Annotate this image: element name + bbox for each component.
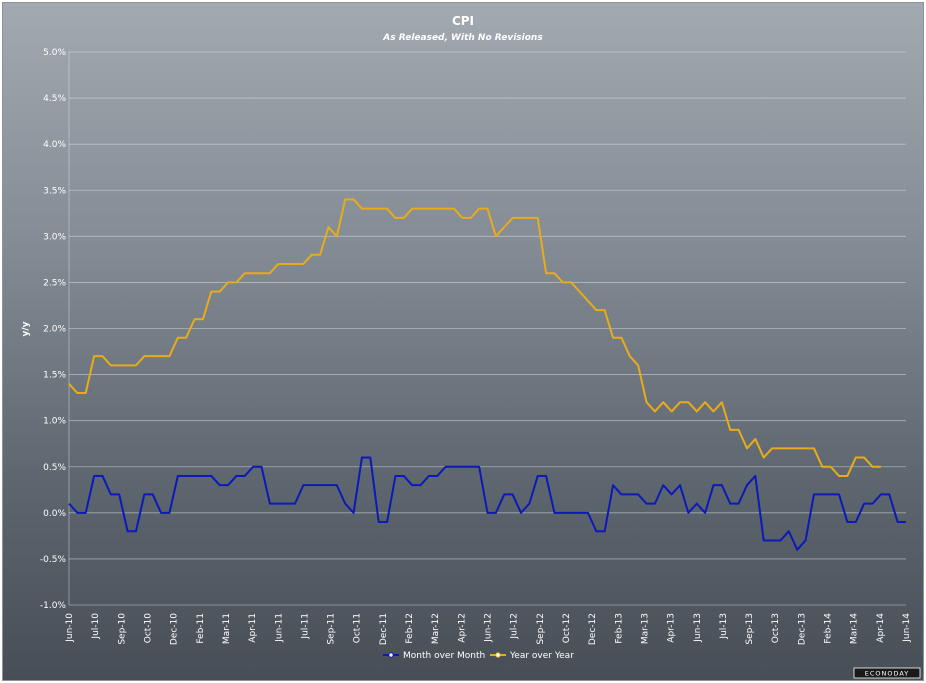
y-tick-label: 0.5% [43, 463, 66, 473]
y-tick-label: 2.0% [43, 325, 66, 335]
legend-label-yoy: Year over Year [509, 651, 574, 661]
x-tick-label: Jun-12 [484, 613, 494, 643]
x-tick-label: Jul-12 [510, 613, 520, 640]
data-series [68, 198, 906, 551]
y-tick-label: 4.0% [43, 140, 66, 150]
logo-text: ECONODAY [865, 670, 910, 678]
y-tick-label: 3.5% [43, 186, 66, 196]
x-tick-label: Sep-10 [117, 613, 127, 645]
y-tick-label: 4.5% [43, 94, 66, 104]
legend-label-mom: Month over Month [403, 651, 485, 661]
x-tick-labels: Jun-10 Jul-10 Sep-10 Oct-10 Dec-10 Feb-11 Mar-… [65, 613, 912, 645]
x-tick-label: Apr-11 [248, 613, 258, 643]
x-tick-label: Feb-13 [614, 613, 624, 644]
x-tick-label: Oct-10 [143, 613, 153, 644]
legend-item-yoy: Year over Year [490, 651, 574, 661]
x-tick-label: Jun-13 [693, 613, 703, 643]
y-axis-label: y/y [21, 321, 31, 336]
x-tick-label: Mar-14 [850, 613, 860, 644]
x-tick-label: Mar-13 [640, 613, 650, 644]
econoday-logo: ECONODAY [853, 667, 921, 679]
x-tick-label: Apr-13 [667, 613, 677, 643]
y-tick-labels: -1.0% -0.5% 0.0% 0.5% 1.0% 1.5% 2.0% 2.5% 3.0% 3.… [40, 48, 67, 611]
y-tick-label: 3.0% [43, 232, 66, 242]
x-tick-label: Feb-14 [824, 613, 834, 644]
chart-title: CPI [452, 14, 474, 28]
x-tick-label: Jul-10 [91, 613, 101, 640]
legend-item-mom: Month over Month [383, 651, 485, 661]
y-tick-label: 0.0% [43, 509, 66, 519]
legend-marker-yoy [495, 652, 501, 658]
x-tick-label: Jul-13 [719, 613, 729, 640]
x-tick-label: Jul-11 [300, 613, 310, 640]
series-line-month-over-month [68, 456, 906, 551]
x-tick-label: Sep-12 [536, 613, 546, 645]
y-tick-label: 1.0% [43, 417, 66, 427]
x-tick-label: Feb-12 [405, 613, 415, 644]
x-tick-label: Jun-10 [65, 613, 75, 643]
x-tick-label: Jun-14 [902, 613, 912, 643]
grid-lines [68, 51, 906, 606]
x-tick-label: Apr-12 [457, 613, 467, 643]
x-tick-label: Oct-13 [771, 613, 781, 643]
x-tick-label: Apr-14 [876, 613, 886, 643]
x-tick-label: Dec-10 [170, 613, 180, 645]
x-tick-label: Dec-11 [379, 613, 389, 645]
x-tick-label: Mar-12 [431, 613, 441, 644]
x-tick-label: Sep-11 [327, 613, 337, 645]
x-tick-label: Sep-13 [745, 613, 755, 645]
y-tick-label: -1.0% [40, 601, 67, 611]
legend: Month over Month Year over Year [383, 651, 574, 661]
x-tick-label: Dec-13 [797, 613, 807, 645]
x-tick-label: Oct-12 [562, 613, 572, 643]
series-line-year-over-year [68, 198, 881, 477]
x-tick-label: Dec-12 [588, 613, 598, 645]
cpi-chart: CPI As Released, With No Revisions y/y -… [21, 14, 921, 679]
x-tick-label: Feb-11 [196, 613, 206, 644]
legend-marker-mom [388, 652, 394, 658]
y-tick-label: 2.5% [43, 278, 66, 288]
x-tick-label: Oct-11 [353, 613, 363, 643]
y-tick-label: 5.0% [43, 48, 66, 58]
chart-subtitle: As Released, With No Revisions [382, 33, 543, 43]
x-tick-label: Jun-11 [274, 613, 284, 643]
y-tick-label: -0.5% [40, 555, 67, 565]
x-tick-label: Mar-11 [222, 613, 232, 644]
y-tick-label: 1.5% [43, 371, 66, 381]
